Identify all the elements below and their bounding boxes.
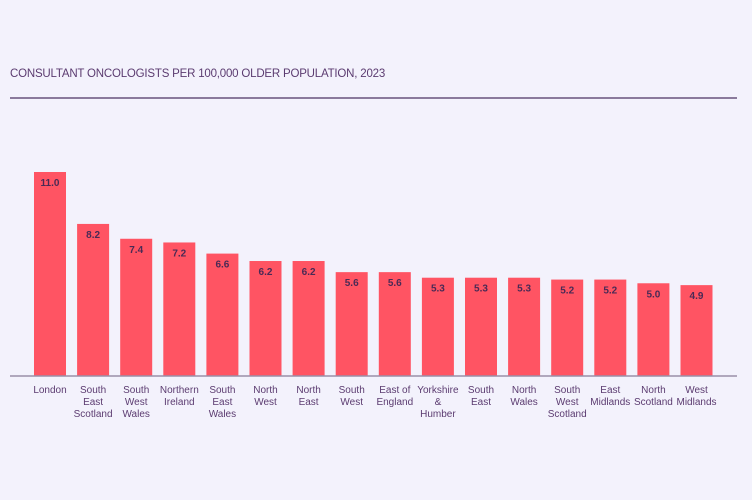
data-label: 5.6 bbox=[388, 278, 402, 289]
bar bbox=[551, 279, 584, 376]
bar bbox=[508, 277, 541, 376]
data-label: 6.2 bbox=[259, 267, 273, 278]
x-tick-label: Yorkshire & Humber bbox=[417, 385, 459, 420]
data-label: 5.2 bbox=[603, 286, 617, 297]
x-tick-label: North Wales bbox=[510, 385, 537, 408]
x-tick-label: East of England bbox=[376, 385, 413, 408]
bar bbox=[378, 272, 411, 376]
x-tick-label: Northern Ireland bbox=[160, 385, 199, 408]
bar bbox=[163, 242, 196, 376]
data-label: 7.2 bbox=[172, 248, 186, 259]
x-tick-label: North East bbox=[296, 385, 320, 408]
x-tick-label: North Scotland bbox=[634, 385, 673, 408]
bar bbox=[421, 277, 454, 376]
bar bbox=[77, 223, 110, 376]
data-label: 5.6 bbox=[345, 278, 359, 289]
data-label: 5.3 bbox=[431, 284, 445, 295]
bar bbox=[594, 279, 627, 376]
data-label: 4.9 bbox=[690, 291, 704, 302]
x-tick-label: South West Scotland bbox=[548, 385, 587, 420]
data-label: 11.0 bbox=[41, 178, 60, 189]
x-tick-label: North West bbox=[253, 385, 277, 408]
data-label: 8.2 bbox=[86, 230, 100, 241]
x-tick-label: South East Wales bbox=[209, 385, 236, 420]
x-tick-label: South West Wales bbox=[122, 385, 149, 420]
x-tick-label: East Midlands bbox=[590, 385, 630, 408]
bar bbox=[206, 253, 239, 376]
bar bbox=[465, 277, 497, 376]
x-tick-label: London bbox=[33, 385, 66, 396]
data-label: 5.3 bbox=[474, 284, 488, 295]
bar bbox=[120, 238, 153, 376]
title-divider bbox=[10, 97, 737, 99]
data-label: 7.4 bbox=[129, 245, 143, 256]
data-label: 5.0 bbox=[646, 289, 660, 300]
bar bbox=[292, 261, 325, 376]
bar bbox=[249, 261, 282, 376]
bar bbox=[335, 272, 368, 376]
data-label: 6.2 bbox=[302, 267, 316, 278]
chart-title: CONSULTANT ONCOLOGISTS PER 100,000 OLDER… bbox=[10, 68, 386, 80]
bar bbox=[680, 285, 713, 376]
data-label: 6.6 bbox=[215, 260, 229, 271]
x-tick-label: South East Scotland bbox=[74, 385, 113, 420]
x-tick-label: South East bbox=[468, 385, 494, 408]
bar bbox=[34, 172, 66, 376]
bar bbox=[637, 283, 670, 376]
data-label: 5.3 bbox=[517, 284, 531, 295]
x-tick-label: West Midlands bbox=[676, 385, 716, 408]
data-label: 5.2 bbox=[560, 286, 574, 297]
x-tick-label: South West bbox=[339, 385, 365, 408]
